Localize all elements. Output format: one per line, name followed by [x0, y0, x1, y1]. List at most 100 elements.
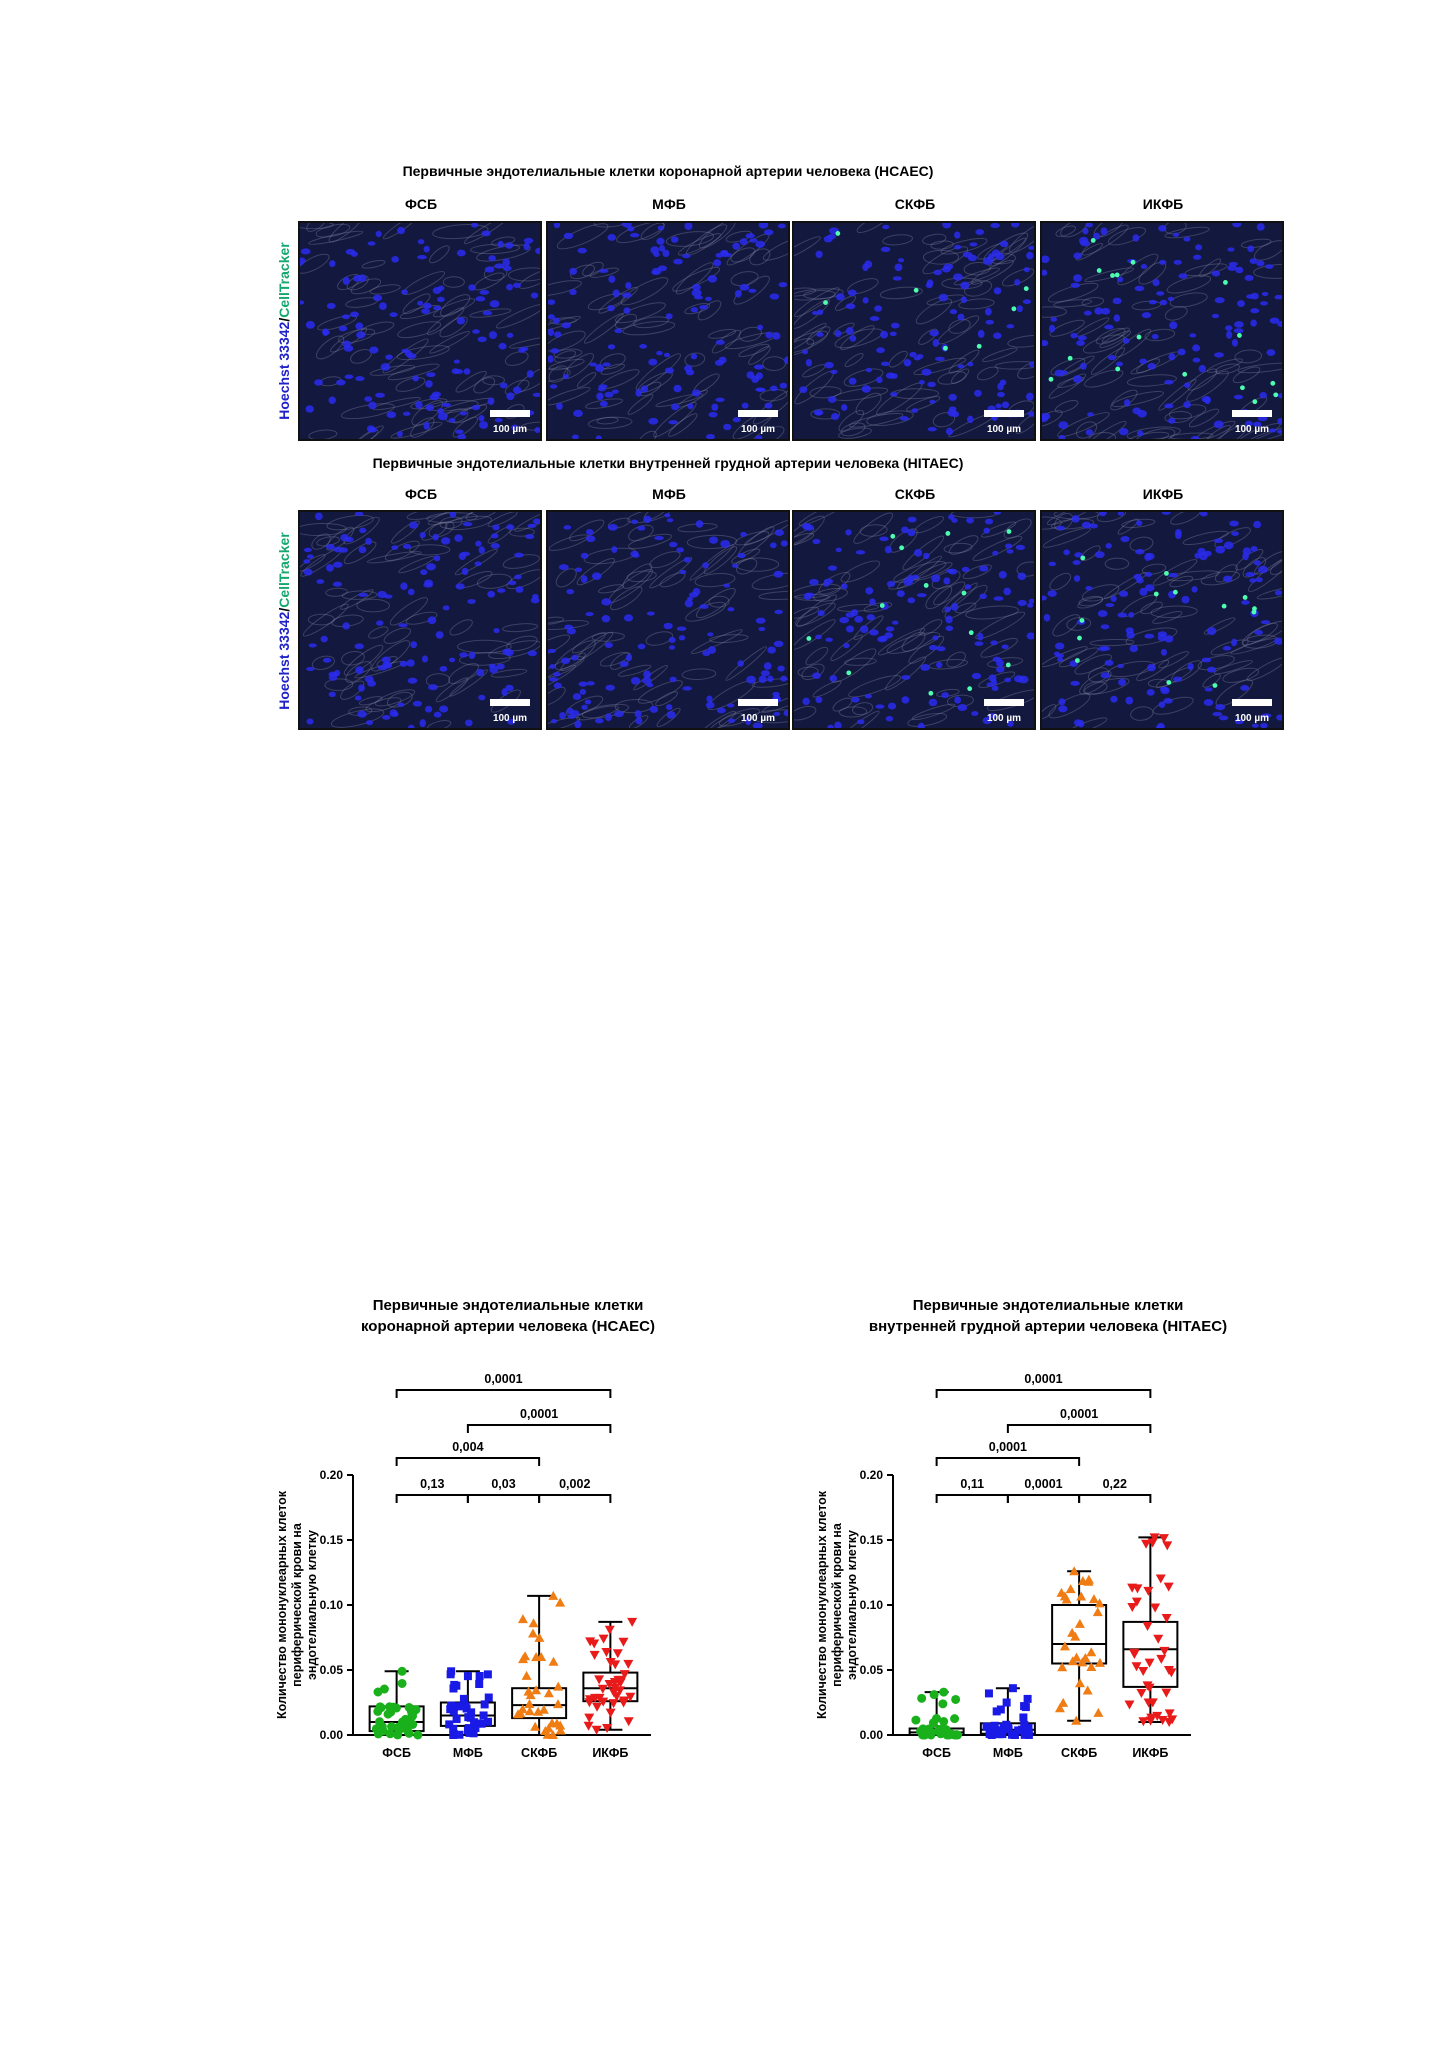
cell-outline: [582, 261, 604, 277]
cell-outline: [734, 531, 770, 546]
nucleus: [1161, 512, 1171, 515]
cell-outline: [699, 710, 736, 728]
nucleus: [569, 289, 577, 296]
nucleus: [566, 628, 576, 635]
p-value-label: 0,0001: [1024, 1372, 1062, 1386]
nucleus: [683, 556, 691, 563]
nucleus: [1253, 421, 1262, 427]
nucleus: [945, 427, 954, 436]
nucleus: [802, 349, 809, 355]
scale-bar-label: 100 µm: [492, 713, 528, 724]
nucleus: [957, 704, 968, 711]
labelled-mononuclear-cell: [1011, 306, 1017, 312]
cell-outline: [971, 260, 1014, 285]
cell-outline: [762, 235, 788, 261]
nucleus: [971, 711, 979, 716]
cell-outline: [488, 640, 540, 660]
cell-outline: [803, 289, 836, 300]
nucleus: [769, 542, 777, 549]
cell-outline: [709, 634, 749, 643]
nucleus: [1087, 412, 1094, 417]
nucleus: [699, 305, 709, 310]
cell-outline: [710, 712, 743, 728]
nucleus: [666, 711, 676, 719]
x-tick-label: ФСБ: [922, 1746, 951, 1760]
data-point: [601, 1647, 612, 1657]
nucleus: [1253, 560, 1261, 566]
nucleus: [1050, 316, 1058, 322]
cell-outline: [950, 368, 970, 384]
nucleus: [774, 609, 783, 615]
nucleus: [1026, 632, 1034, 640]
nucleus: [1237, 300, 1245, 308]
cell-outline: [444, 515, 492, 531]
cell-outline: [949, 535, 979, 555]
nucleus: [604, 713, 612, 722]
nucleus: [684, 223, 693, 231]
nucleus: [1134, 285, 1145, 292]
nucleus: [1003, 587, 1011, 596]
nucleus: [442, 605, 450, 611]
cell-outline: [1182, 530, 1229, 546]
nucleus: [426, 372, 436, 378]
cell-outline: [1194, 420, 1236, 439]
cell-outline: [1088, 432, 1117, 439]
nucleus: [1027, 411, 1034, 417]
nucleus: [577, 247, 587, 254]
nucleus: [329, 260, 336, 268]
scale-bar-label: 100 µm: [986, 713, 1022, 724]
nucleus: [1104, 659, 1114, 666]
nucleus: [479, 421, 489, 429]
data-point: [1127, 1603, 1138, 1613]
cell-outline: [395, 377, 426, 392]
data-point: [990, 1721, 999, 1730]
nucleus: [932, 635, 939, 641]
nucleus: [407, 677, 418, 684]
nucleus: [876, 347, 885, 354]
cell-outline: [406, 512, 449, 520]
significance-bracket: 0,0001: [935, 1440, 1081, 1466]
hitaec-column-label-ikfb: ИКФБ: [1142, 486, 1184, 502]
labelled-mononuclear-cell: [1130, 259, 1136, 265]
data-point: [1144, 1658, 1155, 1668]
data-point: [1136, 1689, 1147, 1699]
nucleus: [641, 677, 652, 684]
nucleus: [993, 332, 1002, 339]
nucleus: [990, 223, 1000, 229]
box-group-2: [1051, 1566, 1108, 1725]
nucleus: [472, 329, 480, 334]
data-point: [1056, 1587, 1067, 1597]
cell-outline: [943, 542, 973, 554]
nucleus: [1145, 584, 1155, 592]
nucleus: [646, 611, 655, 616]
nucleus: [602, 362, 611, 367]
nucleus: [966, 517, 975, 524]
nucleus: [839, 616, 850, 624]
cell-outline: [911, 703, 956, 721]
cell-outline: [1096, 512, 1127, 523]
cell-outline: [736, 558, 758, 575]
data-point: [1161, 1688, 1172, 1698]
cell-outline: [810, 408, 841, 420]
nucleus: [845, 625, 855, 633]
nucleus: [643, 670, 651, 679]
cell-outline: [972, 535, 1023, 562]
nucleus: [1247, 245, 1255, 253]
micrograph-image: [300, 512, 540, 728]
data-point: [1149, 1533, 1160, 1543]
cell-outline: [410, 417, 435, 438]
nucleus: [993, 287, 1002, 295]
nucleus: [992, 550, 999, 556]
data-point: [608, 1688, 619, 1698]
cell-outline: [610, 586, 643, 611]
nucleus: [449, 512, 457, 518]
nucleus: [901, 526, 909, 534]
data-point: [528, 1628, 539, 1638]
nucleus: [548, 328, 555, 336]
nucleus: [1277, 393, 1282, 399]
nucleus: [1218, 715, 1229, 721]
nucleus: [715, 397, 725, 402]
nucleus: [862, 297, 869, 304]
cell-outline: [432, 224, 489, 240]
cell-outline: [794, 236, 821, 262]
